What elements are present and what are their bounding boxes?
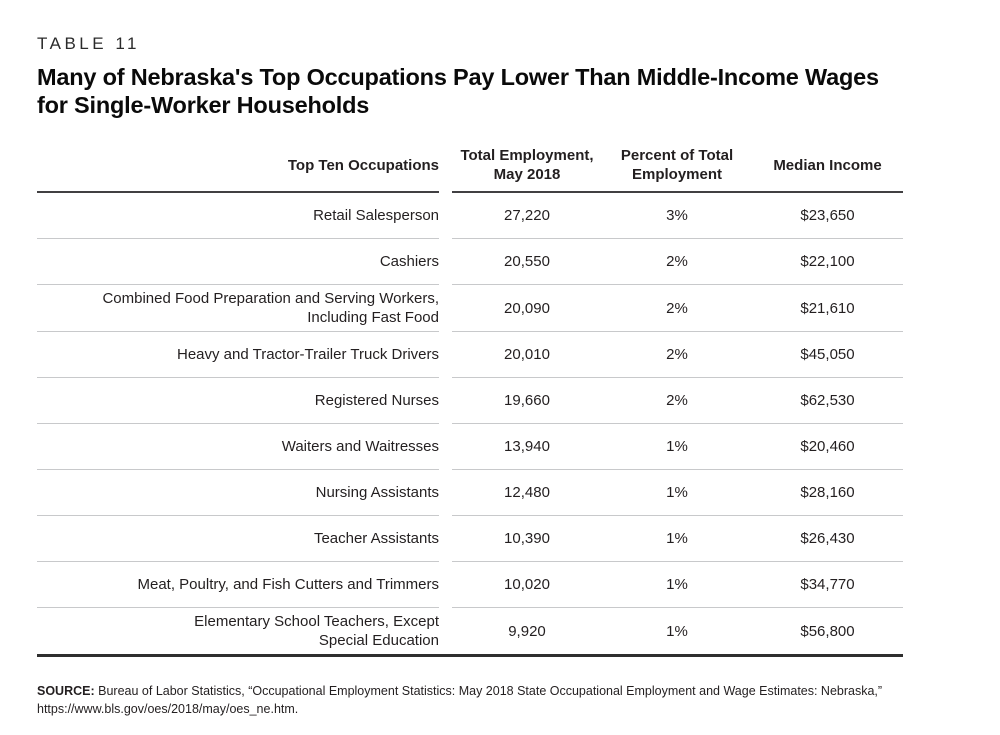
cell-median-income: $22,100 [752, 239, 903, 285]
cell-total-employment: 13,940 [452, 424, 602, 470]
table-row: Registered Nurses 19,660 2% $62,530 [37, 378, 903, 424]
cell-gap [439, 193, 452, 239]
table-body: Retail Salesperson 27,220 3% $23,650 Cas… [37, 193, 903, 654]
source-text: Bureau of Labor Statistics, “Occupationa… [37, 684, 883, 716]
column-gap [439, 146, 452, 193]
column-header-median-income: Median Income [752, 146, 903, 193]
cell-percent-of-total: 2% [602, 378, 752, 424]
cell-occupation: Heavy and Tractor-Trailer Truck Drivers [37, 332, 439, 378]
source-label: SOURCE: [37, 684, 95, 698]
cell-percent-of-total: 2% [602, 239, 752, 285]
cell-total-employment: 20,090 [452, 285, 602, 332]
cell-percent-of-total: 1% [602, 562, 752, 608]
cell-gap [439, 470, 452, 516]
cell-occupation: Elementary School Teachers, Except Speci… [194, 613, 439, 649]
cell-gap [439, 562, 452, 608]
cell-percent-of-total: 1% [666, 622, 688, 640]
cell-gap [439, 516, 452, 562]
cell-occupation: Teacher Assistants [37, 516, 439, 562]
table-title: Many of Nebraska's Top Occupations Pay L… [37, 64, 879, 118]
cell-total-employment: 20,550 [452, 239, 602, 285]
cell-median-income: $28,160 [752, 470, 903, 516]
report-page: TABLE 11 Many of Nebraska's Top Occupati… [37, 34, 921, 718]
table-header: Top Ten Occupations Total Employment, Ma… [37, 146, 903, 193]
column-header-occupations: Top Ten Occupations [37, 146, 439, 193]
cell-gap [439, 424, 452, 470]
cell-gap [439, 285, 452, 332]
cell-median-income: $62,530 [752, 378, 903, 424]
cell-median-income: $20,460 [752, 424, 903, 470]
cell-gap [439, 608, 452, 654]
cell-percent-of-total: 1% [602, 470, 752, 516]
table-row: Meat, Poultry, and Fish Cutters and Trim… [37, 562, 903, 608]
table-row: Combined Food Preparation and Serving Wo… [37, 285, 903, 332]
cell-gap [439, 239, 452, 285]
table-row: Heavy and Tractor-Trailer Truck Drivers … [37, 332, 903, 378]
cell-median-income: $45,050 [752, 332, 903, 378]
cell-median-income: $21,610 [752, 285, 903, 332]
cell-percent-of-total: 3% [602, 193, 752, 239]
cell-percent-of-total: 2% [602, 332, 752, 378]
cell-total-employment: 12,480 [452, 470, 602, 516]
cell-total-employment: 20,010 [452, 332, 602, 378]
table-row: Cashiers 20,550 2% $22,100 [37, 239, 903, 285]
column-header-percent-of-total: Percent of Total Employment [602, 146, 752, 193]
cell-total-employment: 27,220 [452, 193, 602, 239]
cell-occupation: Combined Food Preparation and Serving Wo… [37, 285, 439, 332]
cell-median-income: $26,430 [752, 516, 903, 562]
table-row: Retail Salesperson 27,220 3% $23,650 [37, 193, 903, 239]
table-bottom-rule [37, 654, 903, 657]
cell-gap [439, 332, 452, 378]
source-note: SOURCE: Bureau of Labor Statistics, “Occ… [37, 683, 921, 718]
cell-percent-of-total: 1% [602, 424, 752, 470]
cell-total-employment: 19,660 [452, 378, 602, 424]
cell-total-employment: 10,020 [452, 562, 602, 608]
occupations-table: Top Ten Occupations Total Employment, Ma… [37, 146, 903, 654]
table-row: Teacher Assistants 10,390 1% $26,430 [37, 516, 903, 562]
cell-median-income: $23,650 [752, 193, 903, 239]
table-row: Elementary School Teachers, Except Speci… [37, 608, 903, 654]
cell-median-income: $34,770 [752, 562, 903, 608]
cell-median-income: $56,800 [800, 622, 855, 640]
table-row: Waiters and Waitresses 13,940 1% $20,460 [37, 424, 903, 470]
cell-total-employment: 10,390 [452, 516, 602, 562]
cell-percent-of-total: 1% [602, 516, 752, 562]
cell-occupation: Nursing Assistants [37, 470, 439, 516]
cell-occupation: Cashiers [37, 239, 439, 285]
cell-occupation: Meat, Poultry, and Fish Cutters and Trim… [37, 562, 439, 608]
cell-occupation: Waiters and Waitresses [37, 424, 439, 470]
cell-percent-of-total: 2% [602, 285, 752, 332]
table-row: Nursing Assistants 12,480 1% $28,160 [37, 470, 903, 516]
cell-gap [439, 378, 452, 424]
column-header-total-employment: Total Employment, May 2018 [452, 146, 602, 193]
cell-occupation: Retail Salesperson [37, 193, 439, 239]
cell-occupation: Registered Nurses [37, 378, 439, 424]
cell-total-employment: 9,920 [508, 622, 546, 640]
table-kicker: TABLE 11 [37, 34, 140, 53]
header-row: Top Ten Occupations Total Employment, Ma… [37, 146, 903, 193]
